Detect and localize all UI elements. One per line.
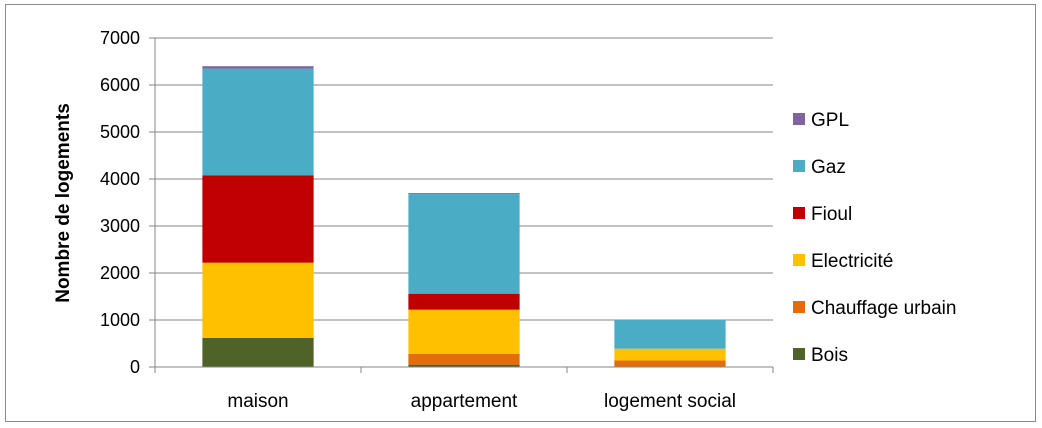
y-tick-label: 0 xyxy=(130,357,140,377)
x-tick-label: logement social xyxy=(604,391,736,412)
bar-segment-chauffage-urbain xyxy=(614,360,726,367)
bar-segment-gaz xyxy=(408,194,520,294)
bar-segment-fioul xyxy=(202,175,314,263)
legend-label: Chauffage urbain xyxy=(811,298,956,319)
bar-segment-chauffage-urbain xyxy=(408,353,520,365)
legend-swatch xyxy=(793,301,805,313)
legend-label: Electricité xyxy=(811,251,893,272)
y-tick-label: 6000 xyxy=(100,75,140,95)
bar-segment-electricite xyxy=(408,309,520,354)
legend-swatch xyxy=(793,254,805,266)
legend-swatch xyxy=(793,348,805,360)
legend-label: Fioul xyxy=(811,204,852,225)
legend-swatch xyxy=(793,160,805,172)
y-tick-label: 7000 xyxy=(100,28,140,48)
legend-swatch xyxy=(793,207,805,219)
legend-swatch xyxy=(793,113,805,125)
bar-segment-electricite xyxy=(614,348,726,361)
axes xyxy=(149,37,774,373)
chart-frame xyxy=(5,4,1036,422)
y-tick-labels: 0 1000 2000 3000 4000 5000 6000 7000 xyxy=(100,28,140,377)
bars xyxy=(202,66,726,367)
bar-segment-gpl xyxy=(408,193,520,195)
bar-segment-bois xyxy=(202,337,314,367)
x-tick-label: appartement xyxy=(411,391,518,412)
legend-label: GPL xyxy=(811,110,849,131)
y-tick-label: 3000 xyxy=(100,216,140,236)
y-axis-label: Nombre de logements xyxy=(53,103,74,303)
bar-segment-gaz xyxy=(202,68,314,176)
y-tick-label: 5000 xyxy=(100,122,140,142)
y-tick-label: 1000 xyxy=(100,310,140,330)
bar-segment-bois xyxy=(408,364,520,367)
y-tick-label: 4000 xyxy=(100,169,140,189)
legend-label: Gaz xyxy=(811,157,846,178)
bar-segment-fioul xyxy=(408,293,520,310)
y-tick-label: 2000 xyxy=(100,263,140,283)
bar-segment-electricite xyxy=(202,262,314,338)
x-tick-labels: maison appartement logement social xyxy=(227,391,736,412)
x-tick-label: maison xyxy=(227,391,288,412)
legend-label: Bois xyxy=(811,345,848,366)
bar-segment-gpl xyxy=(202,66,314,69)
legend: GPL Gaz Fioul Electricité Chauffage urbain Bo… xyxy=(793,110,956,366)
bar-segment-gaz xyxy=(614,320,726,349)
